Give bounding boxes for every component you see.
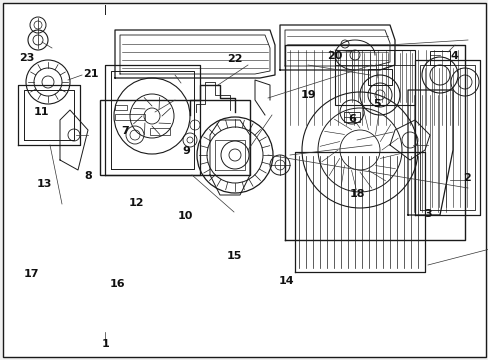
Text: 23: 23	[19, 53, 35, 63]
Text: 22: 22	[226, 54, 242, 64]
Text: 12: 12	[129, 198, 144, 208]
Text: 14: 14	[278, 276, 293, 286]
Bar	[334, 50, 414, 105]
Text: 7: 7	[121, 126, 128, 136]
Bar	[343, 112, 359, 122]
Text: 15: 15	[226, 251, 242, 261]
Bar	[115, 114, 145, 120]
Text: 13: 13	[36, 179, 52, 189]
Text: 5: 5	[372, 99, 380, 109]
Text: 21: 21	[82, 69, 98, 79]
Text: 10: 10	[178, 211, 193, 221]
Bar	[150, 128, 170, 135]
Text: 20: 20	[326, 51, 342, 61]
Text: 6: 6	[347, 114, 355, 124]
Bar	[115, 105, 127, 110]
Text: 4: 4	[450, 51, 458, 61]
Text: 11: 11	[34, 107, 49, 117]
Text: 16: 16	[109, 279, 125, 289]
Text: 8: 8	[84, 171, 92, 181]
Text: 18: 18	[348, 189, 364, 199]
Text: 9: 9	[182, 146, 189, 156]
Bar	[429, 51, 449, 65]
Text: 17: 17	[24, 269, 40, 279]
Text: 3: 3	[423, 209, 431, 219]
Text: 19: 19	[300, 90, 315, 100]
Text: 1: 1	[101, 339, 109, 349]
Bar	[367, 69, 391, 85]
Bar	[100, 100, 249, 175]
Text: 2: 2	[462, 173, 470, 183]
